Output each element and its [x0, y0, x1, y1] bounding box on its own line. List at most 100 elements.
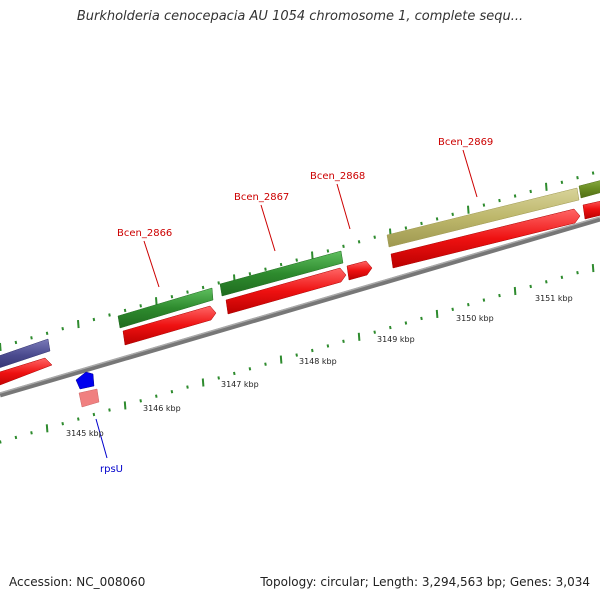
major-tick	[123, 401, 127, 410]
minor-tick	[482, 298, 486, 302]
minor-tick	[139, 399, 142, 403]
minor-tick	[389, 325, 392, 330]
minor-tick	[529, 284, 532, 289]
minor-tick	[591, 171, 595, 175]
minor-tick	[560, 180, 564, 184]
feature-pink[interactable]	[78, 388, 100, 408]
minor-tick	[498, 198, 501, 203]
feature-olive[interactable]	[578, 178, 600, 199]
feature-purple[interactable]	[0, 338, 51, 371]
cds-arrow-left[interactable]	[0, 357, 53, 388]
minor-tick	[295, 353, 298, 357]
major-tick	[0, 342, 2, 352]
gene-label-rpsu[interactable]: rpsU	[100, 464, 123, 475]
minor-tick	[139, 304, 142, 308]
feature-khaki-bcen-2869[interactable]	[386, 187, 580, 248]
kbp-label: 3145 kbp	[66, 429, 104, 438]
feature-green-bcen-2867[interactable]	[219, 250, 344, 297]
kbp-label: 3150 kbp	[456, 314, 494, 323]
minor-tick	[373, 330, 376, 334]
minor-tick	[498, 293, 501, 298]
minor-tick	[311, 348, 314, 353]
kbp-label: 3151 kbp	[535, 294, 573, 303]
minor-tick	[217, 376, 220, 380]
gene-labels: Bcen_2866 Bcen_2867 Bcen_2868 Bcen_2869 …	[100, 137, 493, 475]
major-tick	[311, 251, 314, 260]
major-tick	[467, 205, 470, 214]
feature-track-upper	[0, 178, 600, 371]
kbp-label: 3149 kbp	[377, 335, 415, 344]
major-tick	[513, 286, 517, 296]
minor-tick	[123, 308, 127, 313]
cds-arrow-bcen-2868[interactable]	[346, 260, 373, 281]
major-tick	[45, 424, 49, 433]
minor-tick	[201, 285, 205, 290]
minor-tick	[186, 290, 189, 294]
minor-tick	[404, 321, 408, 325]
minor-tick	[560, 275, 564, 279]
minor-tick	[404, 226, 408, 230]
minor-tick	[451, 307, 454, 311]
minor-tick	[170, 390, 174, 394]
feature-green-bcen-2866[interactable]	[117, 287, 214, 329]
minor-tick	[45, 331, 49, 335]
minor-tick	[108, 313, 111, 317]
minor-tick	[14, 340, 18, 345]
minor-tick	[61, 327, 64, 331]
minor-tick	[248, 272, 252, 276]
minor-tick	[92, 412, 96, 417]
minor-tick	[326, 344, 330, 348]
minor-tick	[233, 371, 236, 376]
minor-tick	[77, 417, 80, 421]
minor-tick	[545, 280, 548, 284]
gene-label-bcen-2866[interactable]: Bcen_2866	[117, 228, 172, 239]
upper-tick-track	[0, 171, 595, 352]
major-tick	[279, 355, 283, 364]
kbp-label: 3147 kbp	[221, 380, 259, 389]
lower-tick-track	[0, 264, 595, 444]
minor-tick	[326, 249, 330, 253]
minor-tick	[295, 258, 298, 262]
minor-tick	[435, 217, 439, 221]
minor-tick	[30, 431, 33, 435]
minor-tick	[0, 440, 2, 444]
major-tick	[201, 378, 205, 387]
cds-track	[0, 199, 600, 388]
minor-tick	[482, 203, 486, 207]
map-title: Burkholderia cenocepacia AU 1054 chromos…	[76, 9, 524, 24]
gene-label-bcen-2869[interactable]: Bcen_2869	[438, 137, 493, 148]
gene-label-bcen-2868[interactable]: Bcen_2868	[310, 171, 365, 182]
gene-label-bcen-2867[interactable]: Bcen_2867	[234, 192, 289, 203]
backbone-track	[0, 216, 600, 398]
minor-tick	[264, 362, 267, 366]
feature-blue-rpsu[interactable]	[75, 371, 95, 390]
kbp-label: 3146 kbp	[143, 404, 181, 413]
cds-arrow-right[interactable]	[582, 199, 600, 220]
cds-arrow-bcen-2867[interactable]	[225, 267, 347, 315]
minor-tick	[186, 385, 189, 389]
major-tick	[77, 320, 80, 329]
kbp-labels: 3145 kbp 3146 kbp 3147 kbp 3148 kbp 3149…	[66, 294, 573, 438]
kbp-label: 3148 kbp	[299, 357, 337, 366]
major-tick	[155, 297, 158, 306]
major-tick	[545, 182, 548, 191]
minor-tick	[248, 367, 252, 371]
minor-tick	[373, 235, 376, 239]
minor-tick	[30, 336, 33, 340]
minor-tick	[264, 267, 267, 271]
minor-tick	[529, 189, 532, 194]
cds-arrow-bcen-2866[interactable]	[122, 305, 217, 346]
minor-tick	[357, 240, 361, 244]
minor-tick	[108, 408, 111, 412]
minor-tick	[420, 221, 423, 226]
cds-arrow-bcen-2869[interactable]	[390, 208, 581, 269]
accession-text: Accession: NC_008060	[9, 575, 146, 589]
minor-tick	[342, 339, 345, 343]
minor-tick	[420, 316, 423, 321]
minor-tick	[467, 303, 470, 307]
minor-tick	[155, 394, 158, 398]
label-leaders	[95, 149, 478, 459]
minor-tick	[576, 271, 579, 275]
rpsu-features	[75, 371, 100, 408]
